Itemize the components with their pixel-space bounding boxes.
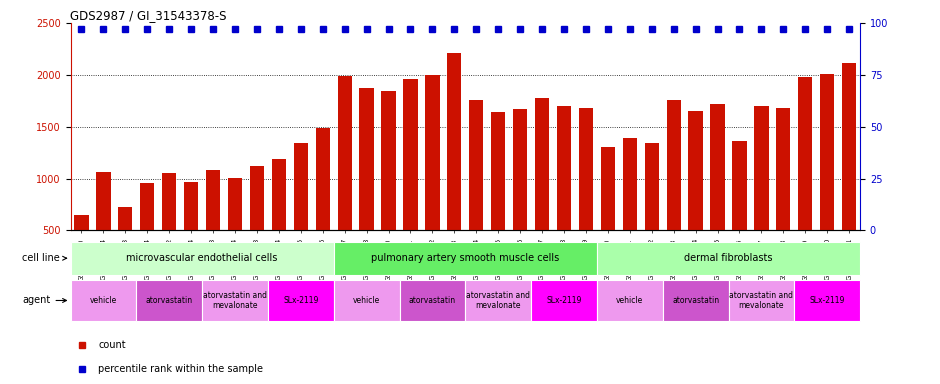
Text: cell line: cell line xyxy=(23,253,67,263)
Text: count: count xyxy=(98,340,126,350)
Text: atorvastatin: atorvastatin xyxy=(672,296,719,305)
Bar xyxy=(250,166,264,230)
Bar xyxy=(513,109,527,230)
Bar xyxy=(96,172,111,230)
Bar xyxy=(531,280,597,321)
Bar xyxy=(535,98,549,230)
Bar xyxy=(597,242,860,275)
Bar xyxy=(491,112,506,230)
Text: vehicle: vehicle xyxy=(90,296,117,305)
Bar xyxy=(316,128,330,230)
Bar xyxy=(206,170,220,230)
Bar xyxy=(162,174,177,230)
Text: SLx-2119: SLx-2119 xyxy=(546,296,582,305)
Bar xyxy=(645,143,659,230)
Bar xyxy=(711,104,725,230)
Text: atorvastatin and
mevalonate: atorvastatin and mevalonate xyxy=(729,291,793,310)
Text: percentile rank within the sample: percentile rank within the sample xyxy=(98,364,263,374)
Bar xyxy=(663,280,728,321)
Text: vehicle: vehicle xyxy=(353,296,380,305)
Bar xyxy=(601,147,615,230)
Bar xyxy=(622,138,637,230)
Bar xyxy=(70,242,334,275)
Bar xyxy=(732,141,746,230)
Bar xyxy=(400,280,465,321)
Bar xyxy=(359,88,374,230)
Text: vehicle: vehicle xyxy=(617,296,643,305)
Bar xyxy=(337,76,352,230)
Bar xyxy=(272,159,286,230)
Bar xyxy=(579,108,593,230)
Bar xyxy=(334,280,400,321)
Bar xyxy=(293,143,308,230)
Bar xyxy=(556,106,572,230)
Bar xyxy=(794,280,860,321)
Bar xyxy=(688,111,703,230)
Bar xyxy=(403,79,417,230)
Bar xyxy=(334,242,597,275)
Bar xyxy=(70,280,136,321)
Bar xyxy=(136,280,202,321)
Bar xyxy=(820,74,835,230)
Bar xyxy=(118,207,133,230)
Bar xyxy=(469,100,483,230)
Text: atorvastatin and
mevalonate: atorvastatin and mevalonate xyxy=(203,291,267,310)
Text: SLx-2119: SLx-2119 xyxy=(283,296,319,305)
Bar xyxy=(268,280,334,321)
Bar xyxy=(798,77,812,230)
Bar xyxy=(842,63,856,230)
Bar xyxy=(597,280,663,321)
Bar xyxy=(666,100,681,230)
Bar xyxy=(447,53,462,230)
Bar xyxy=(184,182,198,230)
Bar xyxy=(382,91,396,230)
Bar xyxy=(140,183,154,230)
Text: microvascular endothelial cells: microvascular endothelial cells xyxy=(126,253,278,263)
Bar xyxy=(227,177,243,230)
Text: SLx-2119: SLx-2119 xyxy=(809,296,845,305)
Bar xyxy=(754,106,769,230)
Text: atorvastatin: atorvastatin xyxy=(409,296,456,305)
Bar xyxy=(465,280,531,321)
Text: dermal fibroblasts: dermal fibroblasts xyxy=(684,253,773,263)
Text: GDS2987 / GI_31543378-S: GDS2987 / GI_31543378-S xyxy=(70,9,227,22)
Text: atorvastatin and
mevalonate: atorvastatin and mevalonate xyxy=(466,291,530,310)
Bar xyxy=(202,280,268,321)
Text: agent: agent xyxy=(23,295,67,306)
Bar xyxy=(776,108,791,230)
Bar xyxy=(74,215,88,230)
Bar xyxy=(425,75,440,230)
Text: atorvastatin: atorvastatin xyxy=(146,296,193,305)
Bar xyxy=(728,280,794,321)
Text: pulmonary artery smooth muscle cells: pulmonary artery smooth muscle cells xyxy=(371,253,559,263)
